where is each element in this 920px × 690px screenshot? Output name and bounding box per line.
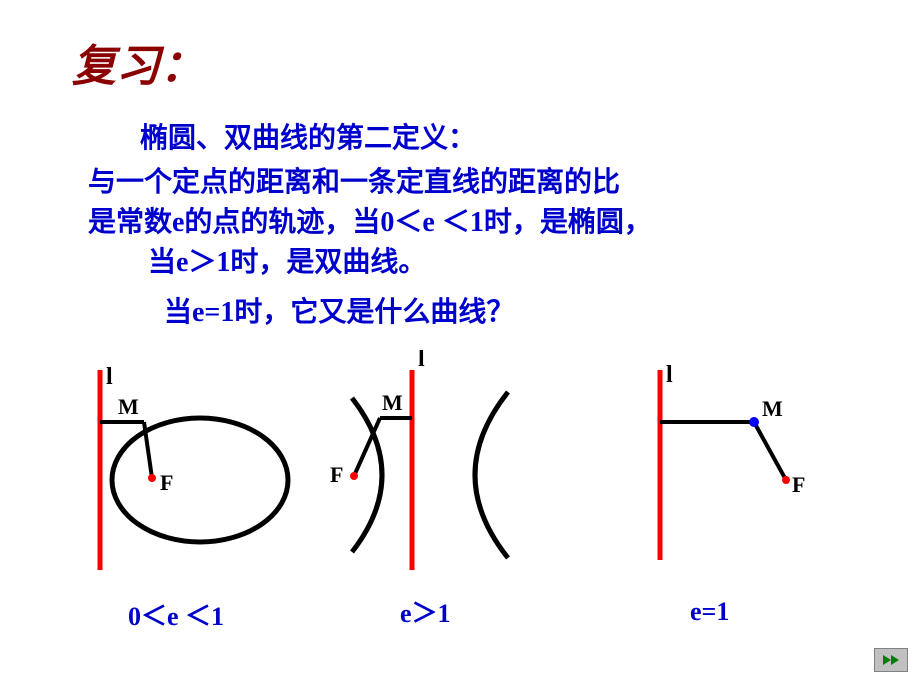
page-title: 复习：: [72, 30, 204, 94]
forward-icon: [881, 653, 901, 667]
next-button[interactable]: [874, 648, 908, 672]
text-line-3: 是常数e的点的轨迹，当0＜e ＜1时，是椭圆，: [88, 200, 652, 240]
label-M-1: M: [118, 394, 139, 419]
text-line-1: 椭圆、双曲线的第二定义：: [140, 116, 476, 156]
diagrams-svg: l M F 0＜e ＜1 l M F e＞1 l M F e=1: [0, 350, 920, 650]
caption-3: e=1: [690, 597, 729, 626]
figure-ellipse: l M F 0＜e ＜1: [100, 364, 288, 631]
label-F-1: F: [160, 470, 173, 495]
label-l-2: l: [418, 350, 425, 372]
focus-point-2: [350, 472, 358, 480]
point-M-3: [749, 417, 759, 427]
label-M-2: M: [382, 390, 403, 415]
focus-point-3: [782, 476, 790, 484]
ellipse-curve: [112, 418, 288, 542]
hyperbola-right: [475, 392, 508, 558]
label-M-3: M: [762, 396, 783, 421]
caption-1: 0＜e ＜1: [128, 602, 224, 631]
label-l-3: l: [666, 362, 673, 388]
label-l-1: l: [106, 364, 113, 390]
text-line-2: 与一个定点的距离和一条定直线的距离的比: [88, 160, 620, 200]
text-line-5: 当e=1时，它又是什么曲线？: [164, 290, 514, 330]
text-line-4: 当e＞1时，是双曲线。: [148, 240, 426, 280]
dist-focus-3: [754, 422, 786, 480]
figure-hyperbola: l M F e＞1: [330, 350, 508, 628]
focus-point-1: [148, 474, 156, 482]
diagram-area: l M F 0＜e ＜1 l M F e＞1 l M F e=1: [0, 350, 920, 650]
figure-parabola: l M F e=1: [660, 362, 805, 626]
label-F-2: F: [330, 462, 343, 487]
label-F-3: F: [792, 472, 805, 497]
caption-2: e＞1: [400, 599, 451, 628]
